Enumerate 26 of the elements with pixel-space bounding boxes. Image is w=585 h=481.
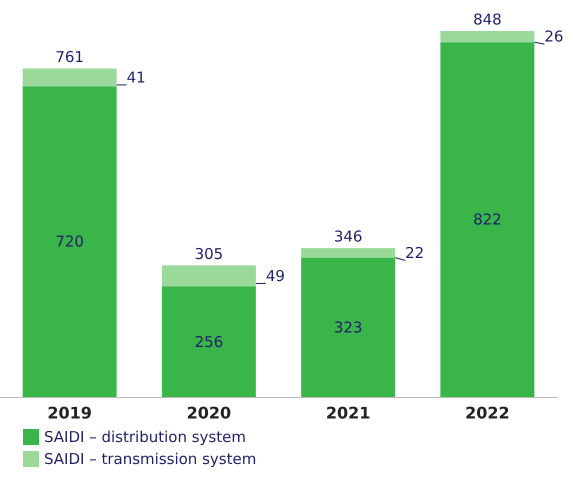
x-tick-label: 2020 — [186, 404, 232, 422]
x-tick-label: 2022 — [465, 404, 510, 422]
data-label: 720 — [55, 232, 84, 251]
data-label: 256 — [194, 332, 224, 351]
data-label: 323 — [334, 318, 362, 336]
bar — [301, 258, 396, 397]
legend-label: SAIDI – transmission system — [44, 450, 256, 468]
bar — [162, 265, 256, 287]
x-tick-label: 2019 — [47, 404, 92, 422]
total-label: 848 — [473, 10, 502, 28]
data-label: 41 — [126, 68, 146, 86]
total-label: 761 — [55, 48, 84, 66]
bar — [22, 86, 117, 397]
legend-label: SAIDI – distribution system — [44, 428, 246, 446]
total-label: 346 — [334, 228, 362, 246]
bar — [162, 286, 256, 397]
data-label: 26 — [544, 28, 564, 46]
data-label: 49 — [266, 266, 285, 285]
data-label: 822 — [473, 210, 502, 229]
x-tick-label: 2021 — [326, 404, 370, 422]
total-label: 305 — [194, 244, 224, 263]
bar — [440, 31, 534, 42]
bar — [440, 42, 534, 397]
bar — [22, 68, 117, 86]
data-label: 22 — [405, 244, 424, 262]
bar — [301, 248, 396, 258]
